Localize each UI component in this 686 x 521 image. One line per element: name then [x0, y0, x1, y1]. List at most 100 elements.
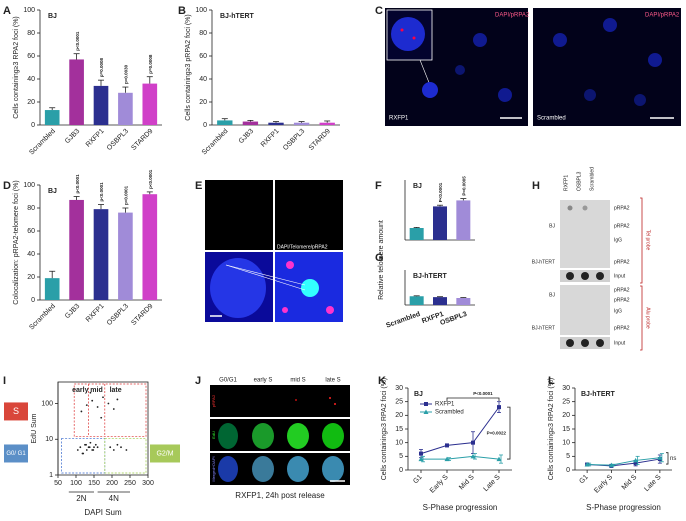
band-label: pRPA2	[614, 259, 630, 265]
annotation: BJ-hTERT	[220, 13, 255, 20]
point	[109, 446, 112, 449]
bar	[242, 121, 259, 125]
bar	[142, 83, 158, 125]
point	[116, 398, 119, 401]
point	[125, 449, 128, 451]
gate-box	[4, 402, 28, 421]
dot-blot	[560, 197, 643, 351]
bar	[93, 85, 109, 125]
point	[112, 449, 115, 451]
point	[633, 461, 638, 466]
point	[633, 457, 639, 463]
dna-label: 4N	[109, 494, 119, 503]
p-value-label: p<0.0001	[124, 185, 129, 205]
y-tick-label: 30	[395, 385, 403, 392]
x-tick-label: Scrambled	[201, 128, 230, 157]
y-tick-label: 0	[31, 122, 35, 129]
row-label: EdU	[211, 431, 216, 439]
bar	[409, 228, 424, 240]
condition-label: RXFP1	[389, 116, 409, 122]
dna-label: 2N	[76, 494, 86, 503]
x-tick-label: STARD9	[130, 303, 154, 327]
p-value-label: p=0.0030	[124, 64, 129, 84]
column-label: late S	[325, 378, 340, 384]
point	[91, 399, 94, 402]
x-tick-label: Mid S	[458, 474, 476, 492]
x-tick-label: RXFP1	[85, 128, 106, 149]
x-tick-label: STARD9	[130, 128, 154, 152]
annotation: BJ	[414, 391, 423, 398]
gate-label: G0/ G1	[6, 451, 26, 457]
point	[116, 443, 119, 446]
y-tick-label: 80	[27, 30, 35, 37]
row-label: BJ-hTERT	[532, 325, 555, 331]
point	[418, 456, 424, 462]
row-label: pRPA2	[211, 394, 216, 407]
point	[444, 456, 450, 462]
y-tick-label: 20	[395, 412, 403, 419]
p-value-label: P<0.0001	[473, 391, 493, 396]
point	[584, 462, 590, 467]
annotation: BJ	[48, 188, 57, 195]
row-label: Merged+DAPI	[211, 456, 216, 481]
y-tick-label: 20	[562, 412, 570, 419]
band-label: pRPA2	[614, 205, 630, 211]
p-value-label: P=0.0005	[462, 176, 467, 196]
p-value-label: p<0.0001	[99, 182, 104, 202]
p-value-label: p<0.0001	[75, 174, 80, 194]
bar	[69, 199, 84, 300]
y-tick-label: 60	[27, 53, 35, 60]
bar	[293, 122, 310, 125]
x-tick-label: GJB3	[64, 128, 81, 145]
point	[85, 449, 88, 451]
y-axis-label: Cells containing≥3 RPA2 foci (%)	[548, 378, 555, 481]
y-tick-label: 0	[566, 467, 570, 474]
y-tick-label: 100	[41, 400, 53, 407]
band-label: pRPA2	[614, 287, 630, 293]
point	[107, 402, 110, 405]
column-label: OSBPL3	[576, 171, 582, 191]
y-tick-label: 100	[195, 7, 207, 14]
p-value-label: P<0.0001	[438, 182, 443, 202]
point	[93, 446, 95, 449]
bar	[69, 59, 84, 126]
probe-label: Alu probe	[645, 307, 651, 329]
column-label: mid S	[290, 378, 305, 384]
panel-letter: D	[3, 180, 11, 192]
x-tick-label: Scrambled	[28, 128, 57, 157]
point	[96, 406, 99, 408]
stain-label: DAPI/Telomere/pRPA2	[277, 244, 328, 250]
x-tick-label: Early S	[593, 474, 614, 495]
y-tick-label: 30	[562, 385, 570, 392]
bar	[433, 297, 447, 305]
y-tick-label: 80	[27, 205, 35, 212]
bar	[268, 122, 284, 125]
x-tick-label: G1	[578, 474, 590, 486]
gate-label: mid	[90, 387, 102, 394]
row-label: BJ-hTERT	[532, 259, 555, 265]
y-tick-label: 100	[23, 182, 35, 189]
point	[88, 446, 91, 449]
series-line	[420, 406, 500, 455]
point	[96, 446, 99, 449]
x-tick-label: OSBPL3	[106, 128, 130, 152]
x-tick-label: RXFP1	[260, 128, 281, 149]
column-label: Scrambled	[589, 167, 595, 191]
gate-g1	[61, 438, 106, 474]
stain-label: DAPI/pRPA2	[645, 13, 680, 19]
gate-label: G2/M	[156, 450, 173, 457]
y-tick-label: 15	[562, 426, 570, 433]
point	[76, 449, 79, 451]
point	[497, 405, 501, 410]
x-axis-label: S-Phase progression	[586, 503, 661, 512]
bracket	[666, 452, 669, 465]
micrograph-j	[210, 385, 350, 485]
band-label: pRPA2	[614, 325, 630, 331]
micrograph-e	[205, 180, 343, 322]
band-label: Input	[614, 273, 626, 279]
point	[471, 440, 475, 445]
y-tick-label: 60	[199, 53, 207, 60]
point	[85, 443, 87, 446]
x-tick-label: Early S	[429, 474, 450, 495]
panel-letter: J	[195, 375, 201, 387]
